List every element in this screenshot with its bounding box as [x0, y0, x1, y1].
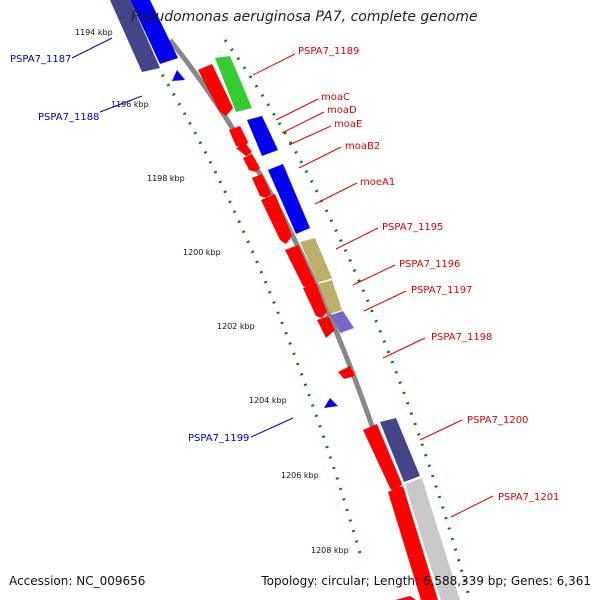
callout-line: [298, 146, 342, 169]
topology-text: Topology: circular; Length: 6,588,339 bp…: [261, 574, 591, 588]
gene-label-moea1[interactable]: moeA1: [360, 177, 395, 188]
gene-moac-block: [247, 116, 278, 156]
gene-pspa7-1200-arrow: [363, 424, 402, 492]
tick-label: 1204 kbp: [249, 396, 287, 405]
gene-pspa7-1198-arrow: [338, 366, 355, 379]
callout-line: [99, 95, 143, 113]
tick-label: 1202 kbp: [217, 322, 255, 331]
gene-pspa7-1188-arrow: [172, 70, 185, 81]
gene-pspa7-1187-block: [110, 0, 160, 72]
callout-line: [363, 290, 407, 312]
gene-pspa7-1197b-arrow: [317, 316, 335, 338]
gene-pspa7-1197-block: [331, 311, 354, 333]
callout-line: [252, 53, 296, 76]
tick-label: 1200 kbp: [183, 248, 221, 257]
gene-pspa7-1189-arrow: [198, 64, 233, 116]
callout-line: [419, 419, 463, 441]
gene-pspa7-1196-block: [318, 280, 342, 314]
accession-text: Accession: NC_009656: [9, 574, 146, 588]
callout-line: [382, 337, 426, 359]
tick-label: 1198 kbp: [147, 174, 185, 183]
gene-moac-arrow: [229, 126, 248, 148]
callout-line: [71, 37, 113, 59]
gene-label-moab2[interactable]: moaB2: [345, 141, 380, 152]
callout-line: [335, 227, 379, 250]
gene-label-pspa7-1197[interactable]: PSPA7_1197: [411, 285, 472, 296]
ruler-inner-dotted-line: [223, 39, 472, 600]
gene-pspa7-1200-block: [380, 418, 420, 482]
gene-pspa7-1199-arrow: [324, 398, 338, 408]
gene-moae-arrow: [243, 154, 260, 172]
callout-line: [281, 111, 325, 134]
gene-pspa7-1197-arrow: [303, 283, 327, 318]
tick-label: 1206 kbp: [281, 471, 319, 480]
gene-pspa7-1201-block: [405, 478, 460, 600]
gene-pspa7-1187b-block: [130, 0, 178, 64]
gene-pspa7-1195-block: [300, 238, 332, 283]
tick-label: 1208 kbp: [311, 546, 349, 555]
callout-line: [450, 495, 494, 518]
callout-line: [275, 98, 319, 121]
gene-label-pspa7-1196[interactable]: PSPA7_1196: [399, 259, 460, 270]
gene-label-moac[interactable]: moaC: [321, 92, 350, 103]
gene-label-pspa7-1188[interactable]: PSPA7_1188: [38, 112, 99, 123]
gene-moab2-arrow: [252, 174, 271, 198]
callout-line: [288, 125, 332, 146]
gene-label-pspa7-1187[interactable]: PSPA7_1187: [10, 54, 71, 65]
genome-backbone: [168, 38, 428, 600]
gene-label-pspa7-1200[interactable]: PSPA7_1200: [467, 415, 528, 426]
gene-label-pspa7-1198[interactable]: PSPA7_1198: [431, 332, 492, 343]
tick-label: 1194 kbp: [75, 28, 113, 37]
gene-label-pspa7-1189[interactable]: PSPA7_1189: [298, 46, 359, 57]
gene-pspa7-1189-block: [215, 56, 252, 112]
gene-label-pspa7-1201[interactable]: PSPA7_1201: [498, 492, 559, 503]
callout-line: [352, 264, 396, 286]
gene-moab2-block: [268, 164, 310, 234]
tick-label: 1196 kbp: [111, 100, 149, 109]
gene-moea1-arrow: [261, 194, 292, 244]
gene-bottom-block: [395, 596, 416, 600]
gene-pspa7-1201-arrow: [388, 486, 438, 600]
gene-moad-arrow: [236, 144, 252, 156]
gene-label-moae[interactable]: moaE: [334, 119, 362, 130]
callout-line: [314, 182, 358, 205]
gene-label-pspa7-1199[interactable]: PSPA7_1199: [188, 433, 249, 444]
gene-label-pspa7-1195[interactable]: PSPA7_1195: [382, 222, 443, 233]
callout-line: [250, 417, 294, 438]
gene-pspa7-1196-arrow: [285, 245, 315, 290]
gene-label-moad[interactable]: moaD: [327, 105, 357, 116]
map-title: Pseudomonas aeruginosa PA7, complete gen…: [131, 9, 478, 25]
